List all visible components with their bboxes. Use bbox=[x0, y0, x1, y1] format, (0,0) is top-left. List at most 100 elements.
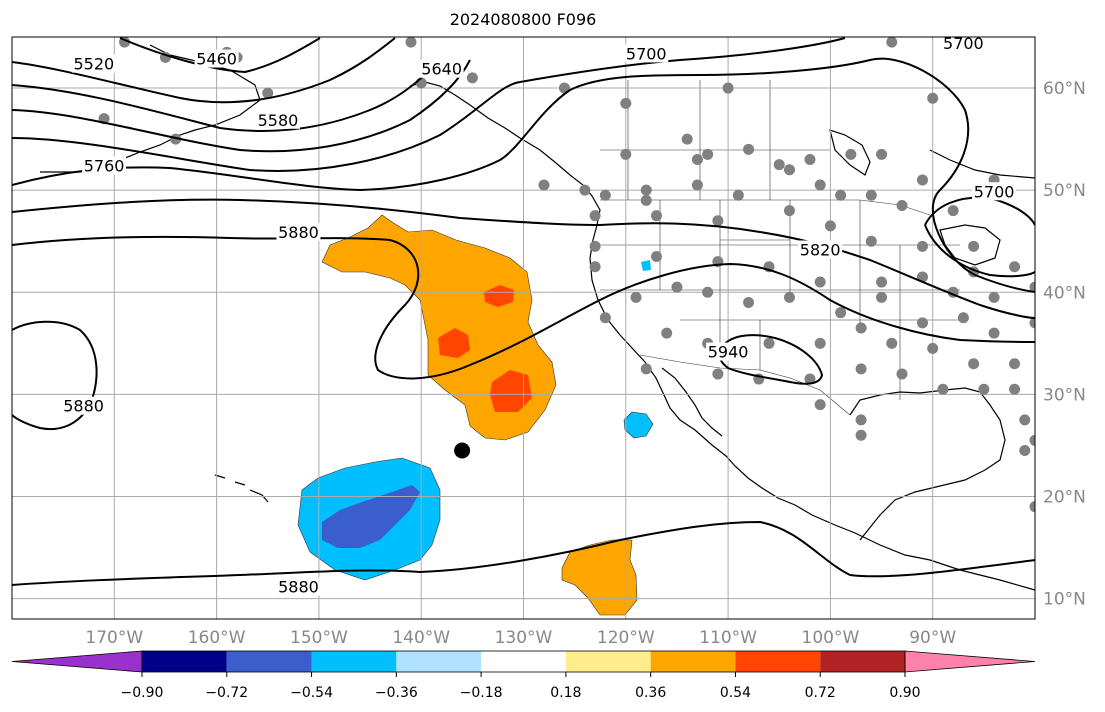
negative-anomaly-region bbox=[623, 411, 654, 439]
station-point bbox=[876, 148, 888, 160]
contour-label-background bbox=[941, 37, 986, 53]
station-point bbox=[896, 368, 908, 380]
station-point bbox=[968, 240, 980, 252]
contour-label: 5520 bbox=[73, 55, 114, 74]
east-coast-canada bbox=[929, 149, 1035, 179]
hudson-bay bbox=[829, 129, 871, 176]
station-point bbox=[988, 327, 1000, 339]
contour-label: 5700 bbox=[974, 182, 1015, 201]
station-point bbox=[702, 148, 714, 160]
colorbar-extend-low bbox=[11, 650, 143, 673]
baja-california-coast bbox=[661, 367, 723, 437]
gulf-coast bbox=[849, 387, 1006, 541]
station-point bbox=[835, 189, 847, 201]
colorbar-segment bbox=[226, 651, 312, 672]
station-point bbox=[640, 363, 652, 375]
station-point bbox=[262, 87, 274, 99]
contour-labels: 5520 5460 5580 5640 5700 5700 5760 5880 5820 5880… bbox=[61, 37, 1017, 596]
station-point bbox=[783, 205, 795, 217]
station-point bbox=[855, 363, 867, 375]
station-point bbox=[814, 337, 826, 349]
contour-5460 bbox=[119, 37, 321, 74]
lon-tick-label: 110°W bbox=[699, 628, 757, 648]
contour-label: 5700 bbox=[626, 44, 667, 63]
map-panel: 5520 5460 5580 5640 5700 5700 5760 5880 5820 5880… bbox=[11, 36, 1036, 620]
contour-label: 5880 bbox=[63, 397, 104, 416]
station-point bbox=[743, 143, 755, 155]
station-point bbox=[988, 291, 1000, 303]
station-point bbox=[804, 373, 816, 385]
station-point bbox=[702, 286, 714, 298]
station-point bbox=[804, 154, 816, 166]
station-point bbox=[650, 251, 662, 263]
colorbar-tick-label: −0.90 bbox=[121, 685, 164, 701]
station-point bbox=[886, 337, 898, 349]
contour-label: 5580 bbox=[258, 111, 299, 130]
colorbar-tick-label: 0.36 bbox=[635, 685, 666, 701]
station-point bbox=[599, 189, 611, 201]
state-lines bbox=[600, 200, 960, 400]
contour-label-background bbox=[276, 577, 321, 596]
contour-5580 bbox=[12, 64, 436, 132]
lon-tick-label: 120°W bbox=[597, 628, 655, 648]
colorbar-tick-label: 0.90 bbox=[889, 685, 920, 701]
colorbar-segment bbox=[565, 651, 651, 672]
strong-anomaly-region bbox=[438, 328, 470, 358]
colorbar-extend-high bbox=[904, 650, 1036, 673]
contour-label: 5460 bbox=[196, 50, 237, 69]
station-point bbox=[538, 179, 550, 191]
colorbar-segment bbox=[396, 651, 482, 672]
station-point bbox=[1029, 501, 1035, 513]
anomaly-shading bbox=[297, 214, 654, 616]
station-point bbox=[814, 276, 826, 288]
station-point bbox=[886, 37, 898, 48]
contour-5640 bbox=[12, 59, 471, 153]
station-point bbox=[845, 148, 857, 160]
lat-tick-label: 30°N bbox=[1043, 385, 1086, 405]
station-point bbox=[814, 179, 826, 191]
contour-label-background bbox=[71, 54, 116, 73]
station-point bbox=[773, 159, 785, 171]
colorbar-tick-label: −0.72 bbox=[205, 685, 248, 701]
station-point bbox=[1019, 445, 1031, 457]
station-point bbox=[1029, 281, 1035, 293]
station-point bbox=[732, 189, 744, 201]
station-point bbox=[671, 281, 683, 293]
contour-label: 5880 bbox=[278, 223, 319, 242]
station-point bbox=[835, 307, 847, 319]
map-border bbox=[11, 36, 1036, 620]
longitude-labels: 170°W 160°W 150°W 140°W 130°W 120°W 110°W 100°W… bbox=[85, 628, 956, 648]
station-point bbox=[947, 205, 959, 217]
station-point bbox=[876, 276, 888, 288]
station-point bbox=[865, 189, 877, 201]
station-point bbox=[589, 210, 601, 222]
station-point bbox=[824, 220, 836, 232]
station-point bbox=[620, 97, 632, 109]
station-point bbox=[681, 133, 693, 145]
strong-negative-anomaly-region bbox=[322, 485, 420, 548]
contour-5520 bbox=[12, 37, 396, 104]
lat-tick-label: 40°N bbox=[1043, 283, 1086, 303]
contour-label-background bbox=[255, 110, 300, 129]
contour-label: 5640 bbox=[421, 60, 462, 79]
colorbar: −0.90 −0.72 −0.54 −0.36 −0.18 0.18 0.36 0.54 0.7… bbox=[11, 650, 1036, 701]
us-canada-border bbox=[600, 199, 931, 216]
station-point bbox=[1009, 383, 1021, 395]
contour-label-background bbox=[706, 342, 751, 361]
figure-title: 2024080800 F096 bbox=[450, 10, 597, 29]
lon-tick-label: 100°W bbox=[802, 628, 860, 648]
strong-anomaly-region bbox=[484, 285, 514, 307]
colorbar-tick-label: −0.54 bbox=[290, 685, 333, 701]
contour-label: 5820 bbox=[800, 240, 841, 259]
storm-center-marker bbox=[454, 442, 471, 459]
station-point bbox=[763, 337, 775, 349]
lon-tick-label: 90°W bbox=[909, 628, 956, 648]
lon-tick-label: 170°W bbox=[85, 628, 143, 648]
station-point bbox=[589, 261, 601, 273]
station-point bbox=[712, 215, 724, 227]
lon-tick-label: 150°W bbox=[290, 628, 348, 648]
canada-province-lines bbox=[600, 80, 830, 200]
contour-5820 bbox=[12, 198, 1035, 319]
station-point bbox=[620, 148, 632, 160]
